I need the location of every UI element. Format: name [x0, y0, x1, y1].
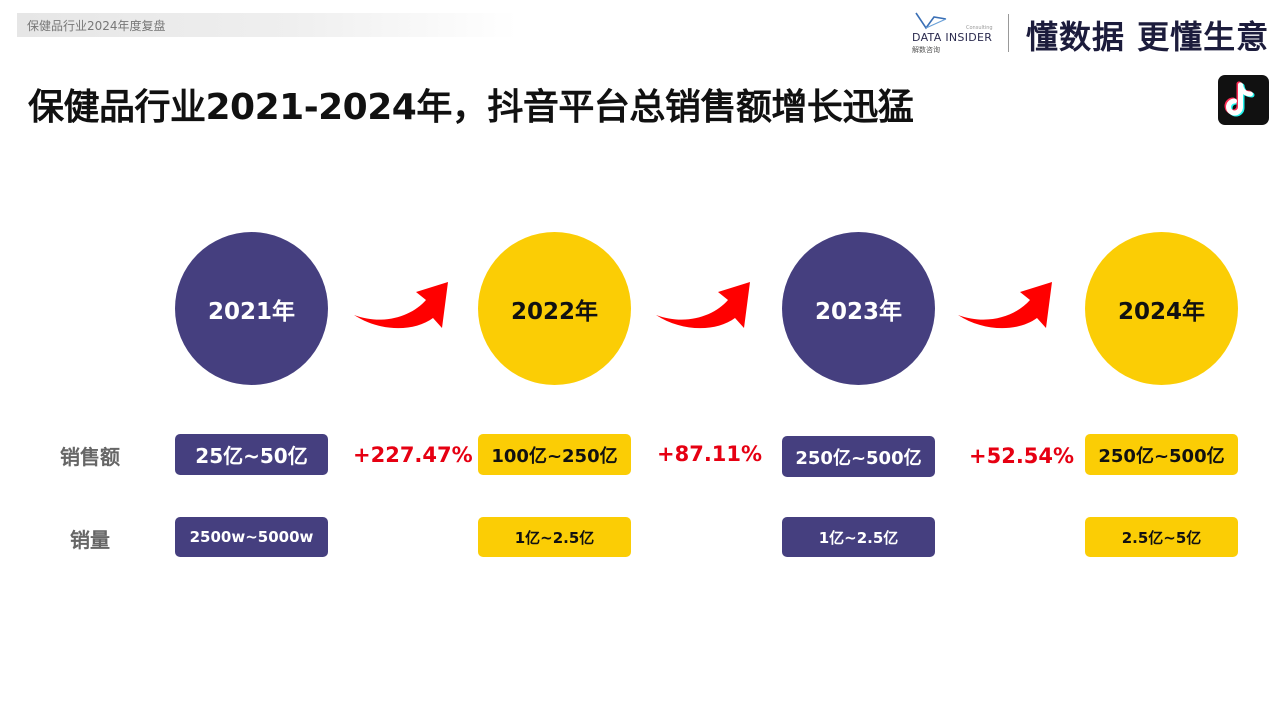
sales-amount-box-2021: 25亿~50亿	[175, 434, 328, 475]
year-label: 2022年	[510, 298, 598, 325]
sales-amount-value: 250亿~500亿	[795, 447, 922, 469]
logo-subtext: 解数咨询	[912, 46, 940, 54]
year-label: 2023年	[814, 298, 902, 325]
year-circle-2021: 2021年	[175, 232, 328, 385]
sales-volume-value: 2.5亿~5亿	[1121, 528, 1202, 547]
sales-amount-value: 25亿~50亿	[195, 444, 308, 468]
sales-amount-box-2024: 250亿~500亿	[1085, 434, 1238, 475]
data-insider-logo: Consulting DATA INSIDER 解数咨询	[908, 9, 998, 55]
sales-amount-box-2023: 250亿~500亿	[782, 436, 935, 477]
sales-volume-value: 1亿~2.5亿	[514, 528, 595, 547]
slogan: 懂数据 更懂生意	[1026, 18, 1270, 56]
growth-percent-2024: +52.54%	[969, 444, 1075, 468]
year-label: 2021年	[207, 298, 295, 325]
growth-arrow-icon	[656, 282, 750, 329]
row-label-sales-amount: 销售额	[60, 445, 120, 469]
page-title: 保健品行业2021-2024年，抖音平台总销售额增长迅猛	[28, 87, 914, 128]
logo-consulting-text: Consulting	[966, 25, 993, 31]
growth-arrow-icon	[958, 282, 1052, 329]
year-label: 2024年	[1117, 298, 1205, 325]
logo-text: DATA INSIDER	[912, 31, 993, 44]
sales-volume-box-2024: 2.5亿~5亿	[1085, 517, 1238, 557]
growth-percent-2023: +87.11%	[657, 442, 763, 466]
sales-amount-value: 250亿~500亿	[1098, 445, 1225, 467]
growth-arrow-icon	[354, 282, 448, 329]
row-label-sales-volume: 销量	[70, 528, 110, 552]
sales-volume-box-2021: 2500w~5000w	[175, 517, 328, 557]
sales-amount-box-2022: 100亿~250亿	[478, 434, 631, 475]
section-header-bar: 保健品行业2024年度复盘	[17, 13, 517, 37]
sales-volume-value: 2500w~5000w	[189, 528, 314, 546]
section-label: 保健品行业2024年度复盘	[27, 19, 166, 33]
sales-volume-box-2023: 1亿~2.5亿	[782, 517, 935, 557]
sales-amount-value: 100亿~250亿	[491, 445, 618, 467]
douyin-tiktok-icon	[1218, 75, 1269, 125]
year-circle-2023: 2023年	[782, 232, 935, 385]
year-circle-2024: 2024年	[1085, 232, 1238, 385]
logo-mark-icon	[915, 12, 947, 30]
growth-percent-2022: +227.47%	[353, 443, 473, 467]
sales-volume-value: 1亿~2.5亿	[818, 528, 899, 547]
header-divider	[1008, 14, 1009, 52]
year-circle-2022: 2022年	[478, 232, 631, 385]
sales-volume-box-2022: 1亿~2.5亿	[478, 517, 631, 557]
